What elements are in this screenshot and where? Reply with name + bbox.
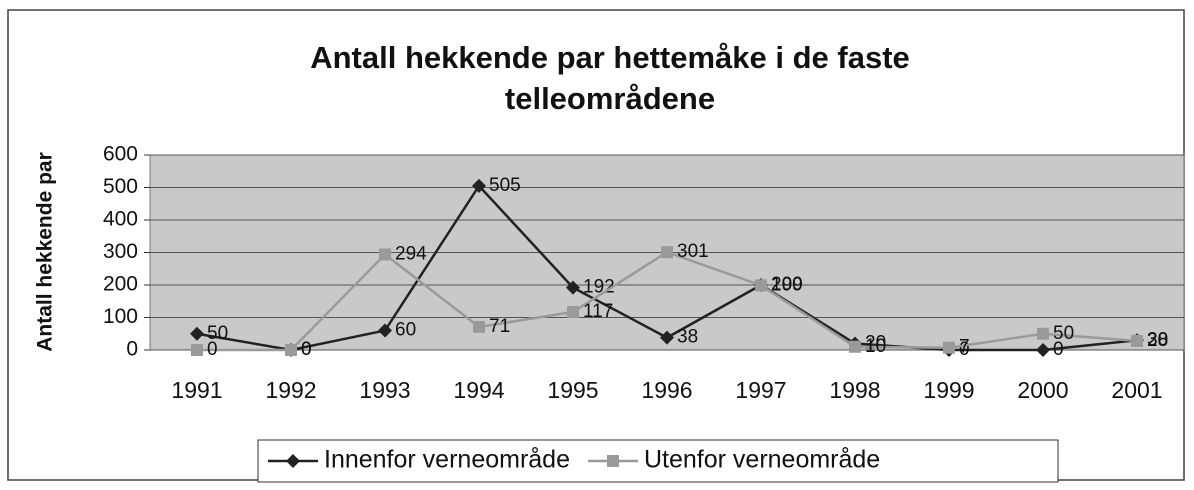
x-tick-label: 1991 — [171, 377, 222, 403]
data-point — [566, 280, 580, 295]
x-tick-label: 1999 — [923, 377, 974, 403]
data-label: 28 — [1147, 330, 1168, 351]
legend-marker — [286, 454, 300, 468]
data-label: 50 — [207, 323, 228, 344]
chart-title: Antall hekkende par hettemåke i de faste — [310, 40, 910, 75]
x-tick-label: 1997 — [735, 377, 786, 403]
chart-title: telleområdene — [505, 81, 715, 116]
y-tick-label: 0 — [126, 338, 138, 361]
x-tick-label: 1993 — [359, 377, 410, 403]
data-label: 117 — [583, 301, 613, 322]
data-point — [567, 305, 579, 318]
y-tick-label: 300 — [103, 240, 138, 263]
data-label: 199 — [771, 274, 803, 295]
data-point — [190, 326, 204, 341]
data-label: 7 — [959, 337, 970, 358]
data-label: 0 — [207, 339, 218, 360]
legend-label: Innenfor verneområde — [324, 446, 570, 474]
x-tick-label: 1994 — [453, 377, 504, 403]
data-label: 38 — [677, 327, 698, 348]
legend-label: Utenfor verneområde — [644, 446, 880, 474]
y-axis-label: Antall hekkende par — [34, 152, 57, 352]
x-tick-label: 2000 — [1017, 377, 1068, 403]
x-tick-label: 1995 — [547, 377, 598, 403]
data-label: 30 — [1147, 329, 1168, 350]
y-tick-label: 500 — [103, 175, 138, 198]
data-label: 200 — [771, 274, 803, 295]
data-point — [378, 323, 392, 338]
data-point — [472, 178, 486, 193]
data-label: 10 — [865, 336, 886, 357]
legend-marker — [606, 455, 619, 467]
data-label: 60 — [395, 320, 416, 341]
data-point — [285, 344, 297, 356]
y-tick-label: 600 — [103, 143, 138, 166]
x-tick-label: 1992 — [265, 377, 316, 403]
y-tick-label: 200 — [103, 273, 138, 296]
y-tick-label: 400 — [103, 208, 138, 231]
x-tick-label: 1996 — [641, 377, 692, 403]
data-point — [943, 341, 955, 354]
data-point — [661, 246, 673, 259]
data-point — [755, 279, 767, 292]
legend-box — [257, 439, 1059, 483]
data-label: 294 — [395, 243, 427, 264]
x-tick-label: 2001 — [1111, 377, 1162, 403]
data-label: 505 — [489, 175, 521, 196]
x-tick-label: 1998 — [829, 377, 880, 403]
data-label: 0 — [1053, 339, 1064, 360]
data-label: 301 — [677, 241, 709, 262]
data-point — [1036, 343, 1050, 357]
data-label: 192 — [583, 277, 615, 298]
data-label: 0 — [959, 339, 970, 360]
data-point — [473, 320, 485, 333]
data-point — [849, 340, 861, 353]
data-label: 0 — [301, 339, 312, 360]
data-point — [191, 344, 203, 356]
data-label: 0 — [301, 339, 312, 360]
data-point — [660, 330, 674, 345]
data-label: 71 — [489, 316, 510, 337]
y-tick-label: 100 — [103, 305, 138, 328]
data-point — [1037, 327, 1049, 340]
data-point — [379, 248, 391, 261]
data-label: 50 — [1053, 323, 1074, 344]
data-point — [1131, 334, 1143, 347]
